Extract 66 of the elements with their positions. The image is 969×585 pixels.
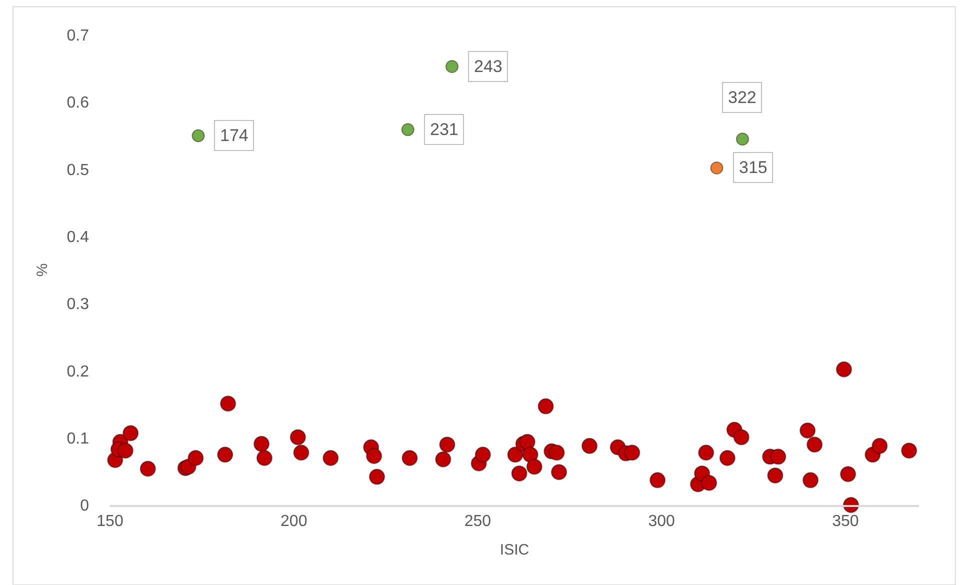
point <box>733 429 750 446</box>
point <box>770 448 786 465</box>
y-tick-label: 0.2 <box>66 363 90 380</box>
annotation: 231 <box>430 120 458 139</box>
point <box>217 446 234 463</box>
x-tick-label: 200 <box>280 513 308 530</box>
point <box>698 444 714 461</box>
point <box>624 444 640 461</box>
point <box>538 398 554 414</box>
point <box>435 451 452 468</box>
annotation: 322 <box>728 88 756 107</box>
point <box>140 460 156 477</box>
point <box>192 129 205 142</box>
point <box>522 446 538 463</box>
point <box>519 434 536 450</box>
point <box>290 429 306 446</box>
point <box>836 361 852 378</box>
x-axis-title: ISIC <box>500 542 530 559</box>
annotation: 315 <box>739 158 768 177</box>
point <box>719 450 736 466</box>
point <box>548 444 565 461</box>
point <box>474 446 491 463</box>
point <box>117 442 134 459</box>
x-tick-label: 150 <box>96 513 124 530</box>
y-tick-label: 0.3 <box>66 296 90 314</box>
point <box>507 446 524 463</box>
x-tick-label: 250 <box>464 513 492 530</box>
x-tick-label: 300 <box>648 513 676 530</box>
point <box>511 465 528 482</box>
point <box>439 436 456 453</box>
y-tick-label: 0.5 <box>66 162 90 179</box>
point <box>767 467 784 484</box>
point <box>701 474 718 491</box>
point <box>366 448 382 464</box>
point <box>806 436 823 453</box>
point <box>293 444 310 461</box>
y-tick-label: 0.1 <box>66 430 90 448</box>
annotation: 174 <box>220 126 248 145</box>
point <box>872 438 888 454</box>
point <box>402 450 418 466</box>
point <box>736 132 749 146</box>
y-tick-label: 0.7 <box>66 28 90 45</box>
point <box>582 438 598 454</box>
point <box>901 442 918 459</box>
point <box>710 161 724 174</box>
point <box>650 472 666 488</box>
point <box>220 396 236 412</box>
y-tick-label: 0.6 <box>66 94 90 112</box>
point <box>368 468 385 485</box>
point <box>122 425 139 442</box>
point <box>526 458 542 475</box>
point <box>254 436 270 452</box>
point <box>800 422 816 438</box>
y-tick-label: 0 <box>80 498 90 515</box>
point <box>551 464 567 480</box>
y-axis-title: % <box>34 263 51 277</box>
annotation: 243 <box>474 57 502 76</box>
point <box>802 472 819 488</box>
point <box>256 450 272 466</box>
point <box>401 123 414 136</box>
point <box>188 450 204 466</box>
point <box>322 450 339 466</box>
point <box>445 60 458 74</box>
x-tick-label: 350 <box>832 513 859 530</box>
y-tick-label: 0.4 <box>66 229 90 246</box>
point <box>840 466 856 482</box>
